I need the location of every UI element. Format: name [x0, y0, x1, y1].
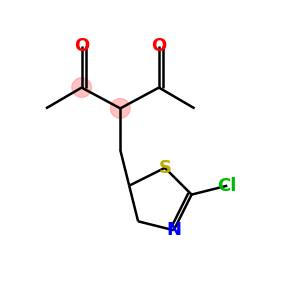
Text: Cl: Cl — [218, 177, 237, 195]
Text: O: O — [74, 37, 89, 55]
Circle shape — [110, 99, 130, 118]
Text: S: S — [158, 159, 171, 177]
Text: N: N — [166, 221, 181, 239]
Circle shape — [72, 78, 92, 98]
Text: O: O — [151, 37, 166, 55]
